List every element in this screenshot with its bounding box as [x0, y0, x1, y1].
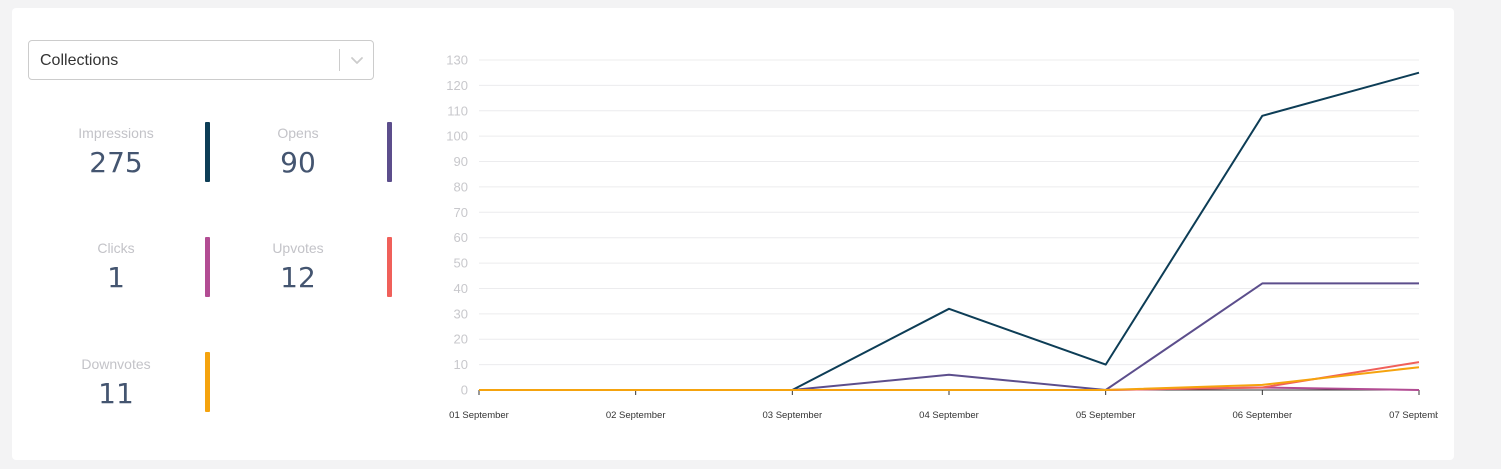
x-tick-label: 02 September	[606, 410, 666, 421]
y-tick-label: 60	[454, 230, 468, 245]
downvotes-color-bar	[205, 352, 210, 412]
stat-label: Upvotes	[272, 240, 324, 256]
impressions-color-bar	[205, 122, 210, 182]
y-tick-label: 70	[454, 205, 468, 220]
y-tick-label: 0	[461, 383, 468, 398]
y-tick-label: 20	[454, 332, 468, 347]
stat-label: Downvotes	[81, 356, 151, 372]
chevron-down-icon[interactable]	[347, 50, 367, 70]
stat-value: 90	[280, 146, 316, 179]
stat-label: Impressions	[78, 125, 154, 141]
y-tick-label: 30	[454, 306, 468, 321]
stat-value: 12	[280, 261, 316, 294]
select-separator	[339, 49, 340, 71]
stat-value: 275	[89, 146, 143, 179]
series-line-0	[479, 71, 1420, 391]
stat-upvotes: Upvotes 12	[228, 240, 368, 294]
y-tick-label: 10	[454, 357, 468, 372]
stat-opens: Opens 90	[228, 125, 368, 179]
opens-color-bar	[387, 122, 392, 182]
x-tick-label: 01 September	[449, 410, 509, 421]
y-tick-label: 100	[446, 129, 468, 144]
y-tick-label: 80	[454, 179, 468, 194]
x-tick-label: 04 September	[919, 410, 979, 421]
y-tick-label: 120	[446, 78, 468, 93]
analytics-card	[12, 8, 1454, 460]
x-tick-label: 03 September	[762, 410, 822, 421]
collections-select[interactable]: Collections	[28, 40, 374, 80]
series-line-3	[479, 361, 1420, 391]
stat-value: 11	[98, 377, 134, 410]
x-tick-label: 05 September	[1076, 410, 1136, 421]
y-tick-label: 90	[454, 154, 468, 169]
stat-label: Clicks	[97, 240, 135, 256]
x-tick-label: 07 September	[1389, 410, 1449, 421]
stat-downvotes: Downvotes 11	[46, 356, 186, 410]
stat-label: Opens	[277, 125, 319, 141]
y-tick-label: 50	[454, 256, 468, 271]
select-value: Collections	[40, 52, 119, 69]
stat-value: 1	[107, 261, 125, 294]
upvotes-color-bar	[387, 237, 392, 297]
x-tick-label: 06 September	[1232, 410, 1292, 421]
y-tick-label: 110	[447, 103, 468, 118]
series-line-1	[479, 282, 1419, 391]
y-tick-label: 40	[454, 281, 468, 296]
stat-impressions: Impressions 275	[46, 125, 186, 179]
stat-clicks: Clicks 1	[46, 240, 186, 294]
clicks-color-bar	[205, 237, 210, 297]
series-line-4	[479, 366, 1420, 391]
y-tick-label: 130	[446, 53, 468, 68]
